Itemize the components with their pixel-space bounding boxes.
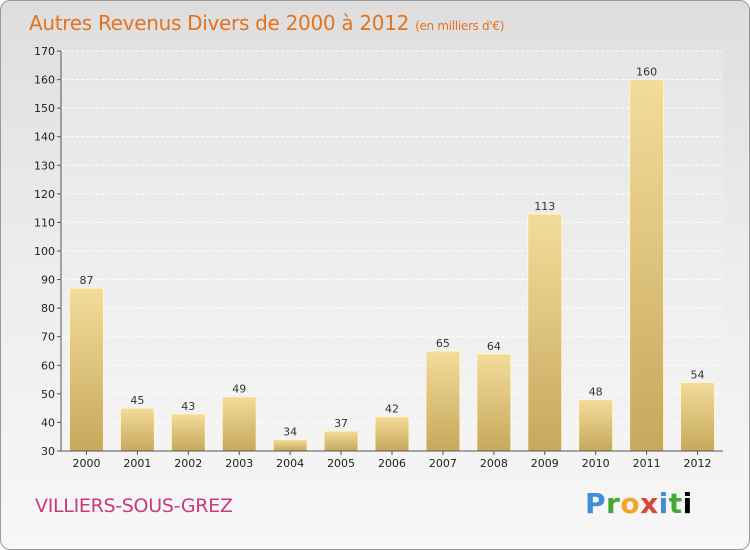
bar	[272, 439, 308, 452]
data-label: 34	[283, 426, 297, 439]
x-tick-label: 2005	[327, 457, 355, 470]
bar	[374, 416, 410, 452]
data-label: 49	[232, 383, 246, 396]
y-tick-label: 170	[34, 45, 55, 58]
y-tick-label: 130	[34, 159, 55, 172]
y-tick-label: 160	[34, 74, 55, 87]
x-tick-label: 2000	[72, 457, 100, 470]
x-tick-label: 2001	[123, 457, 151, 470]
bar	[629, 79, 665, 452]
bar	[119, 407, 155, 452]
logo-letter: o	[620, 487, 641, 520]
x-tick-label: 2007	[429, 457, 457, 470]
x-tick-label: 2008	[480, 457, 508, 470]
data-label: 65	[436, 337, 450, 350]
data-label: 64	[487, 340, 501, 353]
y-tick-label: 40	[41, 416, 55, 429]
y-tick-label: 60	[41, 359, 55, 372]
x-tick-label: 2004	[276, 457, 304, 470]
x-tick-label: 2006	[378, 457, 406, 470]
x-tick-label: 2002	[174, 457, 202, 470]
y-tick-label: 80	[41, 302, 55, 315]
y-tick-label: 90	[41, 274, 55, 287]
title-text: Autres Revenus Divers de 2000 à 2012	[29, 11, 410, 35]
bar	[68, 287, 104, 452]
data-label: 113	[534, 200, 555, 213]
y-tick-label: 120	[34, 188, 55, 201]
data-label: 45	[130, 394, 144, 407]
bar	[170, 413, 206, 452]
bar	[323, 430, 359, 452]
data-label: 54	[691, 368, 705, 381]
data-label: 37	[334, 417, 348, 430]
logo-letter: i	[682, 487, 693, 520]
x-tick-label: 2009	[531, 457, 559, 470]
bar	[680, 381, 716, 452]
bar	[221, 396, 257, 452]
data-label: 87	[79, 274, 93, 287]
data-label: 43	[181, 400, 195, 413]
y-tick-label: 110	[34, 216, 55, 229]
bar	[476, 353, 512, 452]
bar	[578, 399, 614, 452]
data-label: 42	[385, 403, 399, 416]
logo-letter: x	[640, 487, 659, 520]
logo-letter: r	[606, 487, 621, 520]
data-label: 48	[589, 386, 603, 399]
unit-label: (en milliers d'€)	[415, 19, 505, 33]
y-tick-label: 70	[41, 331, 55, 344]
data-label: 160	[636, 66, 657, 79]
y-tick-label: 140	[34, 131, 55, 144]
city-name: VILLIERS-SOUS-GREZ	[35, 495, 233, 517]
x-tick-label: 2012	[684, 457, 712, 470]
bar	[425, 350, 461, 452]
chart-title: Autres Revenus Divers de 2000 à 2012 (en …	[29, 11, 504, 35]
x-tick-label: 2010	[582, 457, 610, 470]
x-tick-label: 2003	[225, 457, 253, 470]
proxiti-logo: Proxiti	[585, 487, 693, 520]
bar	[527, 213, 563, 452]
logo-letter: P	[585, 487, 607, 520]
x-tick-label: 2011	[633, 457, 661, 470]
y-tick-label: 150	[34, 102, 55, 115]
logo-letter: i	[658, 487, 669, 520]
y-tick-label: 50	[41, 388, 55, 401]
y-tick-label: 30	[41, 445, 55, 458]
logo-letter: t	[668, 487, 683, 520]
y-tick-label: 100	[34, 245, 55, 258]
